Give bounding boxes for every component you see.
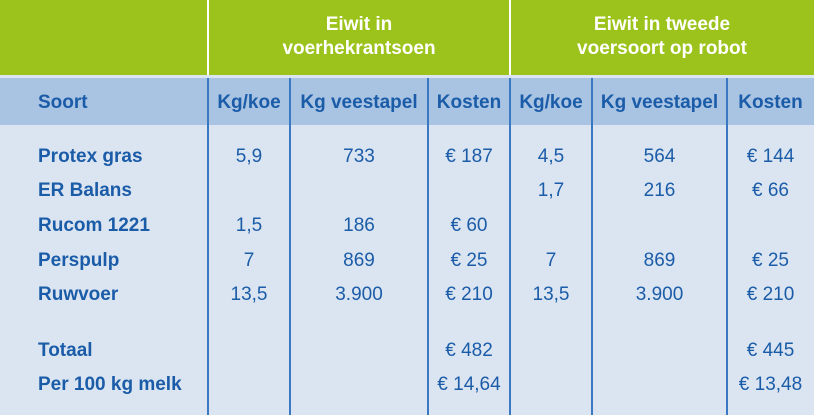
cell-value: € 187 (445, 146, 493, 167)
cell-value: € 482 (445, 340, 493, 361)
cell-value: 1,7 (537, 180, 565, 201)
group-title: Eiwit in voerhekrantsoen (208, 13, 510, 61)
column-divider (591, 78, 593, 415)
column-header: Kosten (738, 92, 803, 113)
column-header: Kg veestapel (600, 92, 719, 113)
column-header-band (0, 78, 814, 125)
group-title-line: voersoort op robot (577, 38, 747, 59)
column-divider (289, 78, 291, 415)
group-title-line: Eiwit in tweede (593, 14, 731, 35)
cell-value: 869 (343, 250, 375, 271)
group-header-band (0, 0, 814, 75)
cell-value: 4,5 (537, 146, 565, 167)
cell-value: € 13,48 (738, 374, 803, 395)
cell-value: € 25 (450, 250, 488, 271)
column-header: Kg/koe (519, 92, 583, 113)
cell-value: 7 (545, 250, 557, 271)
cell-value: 216 (643, 180, 676, 201)
separator (207, 0, 209, 75)
group-title-line: Eiwit in (325, 14, 393, 35)
cell-value: € 210 (746, 284, 795, 305)
column-header: Kg/koe (217, 92, 281, 113)
cell-value: 869 (643, 250, 676, 271)
cell-value: 13,5 (532, 284, 570, 305)
column-header: Kosten (436, 92, 502, 113)
row-label: Totaal (38, 340, 93, 361)
cell-value: € 66 (752, 180, 789, 201)
column-divider (207, 78, 209, 415)
column-divider (427, 78, 429, 415)
cell-value: 3.900 (635, 284, 684, 305)
group-title: Eiwit in tweede voersoort op robot (510, 13, 814, 61)
separator (509, 0, 511, 75)
column-divider (509, 78, 511, 415)
cell-value: 3.900 (335, 284, 383, 305)
cell-value: € 14,64 (437, 374, 501, 395)
column-header: Soort (38, 92, 88, 113)
cell-value: 5,9 (235, 146, 263, 167)
cell-value: 733 (343, 146, 375, 167)
row-label: Perspulp (38, 250, 120, 271)
cell-value: € 60 (450, 215, 488, 236)
cell-value: 1,5 (235, 215, 263, 236)
group-title-line: voerhekrantsoen (282, 38, 436, 59)
row-label: Protex gras (38, 146, 143, 167)
column-divider (726, 78, 728, 415)
column-header: Kg veestapel (300, 92, 418, 113)
cell-value: € 144 (746, 146, 795, 167)
cell-value: € 25 (752, 250, 789, 271)
cell-value: 7 (243, 250, 255, 271)
cell-value: € 445 (746, 340, 795, 361)
cell-value: 186 (343, 215, 375, 236)
row-label: Ruwvoer (38, 284, 119, 305)
cell-value: 564 (643, 146, 676, 167)
row-label: Per 100 kg melk (38, 374, 182, 395)
cell-value: 13,5 (230, 284, 268, 305)
row-label: Rucom 1221 (38, 215, 150, 236)
cell-value: € 210 (445, 284, 493, 305)
row-label: ER Balans (38, 180, 132, 201)
